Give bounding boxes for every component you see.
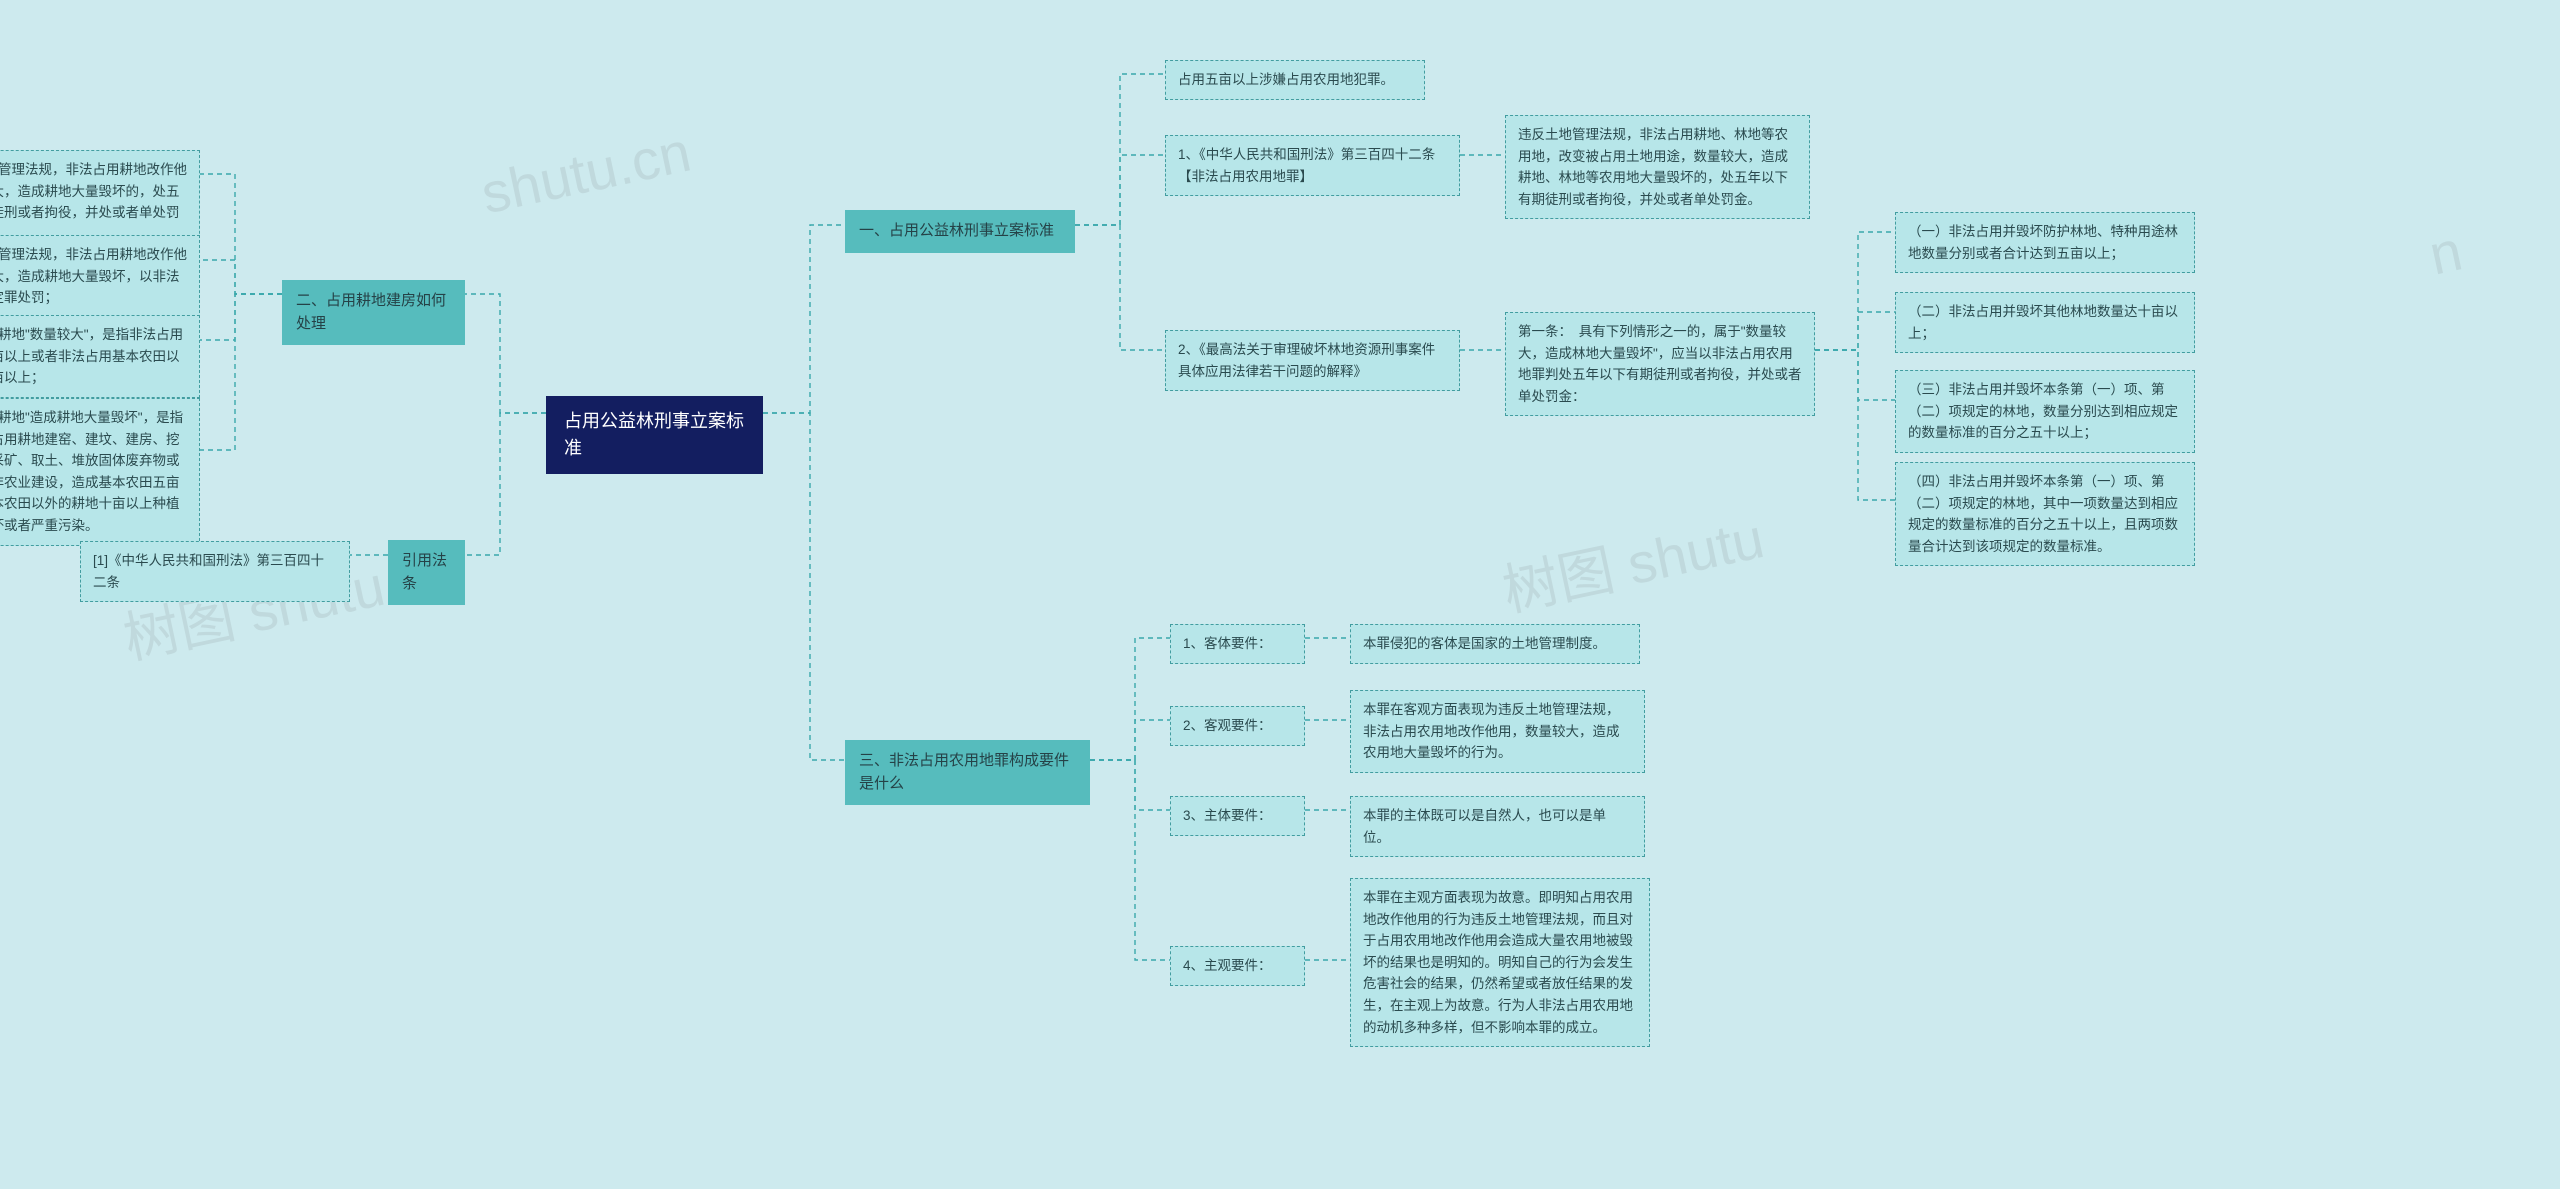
branch-4-child-1: [1]《中华人民共和国刑法》第三百四十二条: [80, 541, 350, 602]
branch-1-child-a: 占用五亩以上涉嫌占用农用地犯罪。: [1165, 60, 1425, 100]
watermark: n: [2424, 217, 2468, 287]
branch-3-c2-detail: 本罪在客观方面表现为违反土地管理法规，非法占用农用地改作他用，数量较大，造成农用…: [1350, 690, 1645, 773]
branch-1-c-item-1: （一）非法占用并毁坏防护林地、特种用途林地数量分别或者合计达到五亩以上；: [1895, 212, 2195, 273]
branch-3-c2: 2、客观要件：: [1170, 706, 1305, 746]
branch-1[interactable]: 一、占用公益林刑事立案标准: [845, 210, 1075, 253]
branch-3-c3: 3、主体要件：: [1170, 796, 1305, 836]
branch-1-child-c: 2、《最高法关于审理破坏林地资源刑事案件具体应用法律若干问题的解释》: [1165, 330, 1460, 391]
root-node[interactable]: 占用公益林刑事立案标准: [546, 396, 763, 474]
branch-1-c-item-4: （四）非法占用并毁坏本条第（一）项、第（二）项规定的林地，其中一项数量达到相应规…: [1895, 462, 2195, 566]
watermark: shutu.cn: [476, 119, 697, 227]
branch-2-child-4: 4、非法占用耕地"造成耕地大量毁坏"，是指行为人非法占用耕地建窑、建坟、建房、挖…: [0, 398, 200, 546]
branch-3-c4-detail: 本罪在主观方面表现为故意。即明知占用农用地改作他用的行为违反土地管理法规，而且对…: [1350, 878, 1650, 1047]
branch-3-c1: 1、客体要件：: [1170, 624, 1305, 664]
branch-1-child-b-detail: 违反土地管理法规，非法占用耕地、林地等农用地，改变被占用土地用途，数量较大，造成…: [1505, 115, 1810, 219]
branch-3-c1-detail: 本罪侵犯的客体是国家的土地管理制度。: [1350, 624, 1640, 664]
watermark: 树图 shutu: [1494, 493, 1770, 627]
branch-1-c-item-2: （二）非法占用并毁坏其他林地数量达十亩以上；: [1895, 292, 2195, 353]
branch-1-child-b: 1、《中华人民共和国刑法》第三百四十二条【非法占用农用地罪】: [1165, 135, 1460, 196]
branch-3-c3-detail: 本罪的主体既可以是自然人，也可以是单位。: [1350, 796, 1645, 857]
branch-2[interactable]: 二、占用耕地建房如何处理: [282, 280, 465, 345]
branch-1-c-item-3: （三）非法占用并毁坏本条第（一）项、第（二）项规定的林地，数量分别达到相应规定的…: [1895, 370, 2195, 453]
branch-3[interactable]: 三、非法占用农用地罪构成要件是什么: [845, 740, 1090, 805]
branch-4[interactable]: 引用法条: [388, 540, 465, 605]
branch-1-child-c-detail: 第一条： 具有下列情形之一的，属于"数量较大，造成林地大量毁坏"，应当以非法占用…: [1505, 312, 1815, 416]
branch-2-child-2: 2、违反土地管理法规，非法占用耕地改作他用，数量较大，造成耕地大量毁坏，以非法占…: [0, 235, 200, 318]
branch-2-child-3: 3、非法占用耕地"数量较大"，是指非法占用基本农田五亩以上或者非法占用基本农田以…: [0, 315, 200, 398]
branch-3-c4: 4、主观要件：: [1170, 946, 1305, 986]
